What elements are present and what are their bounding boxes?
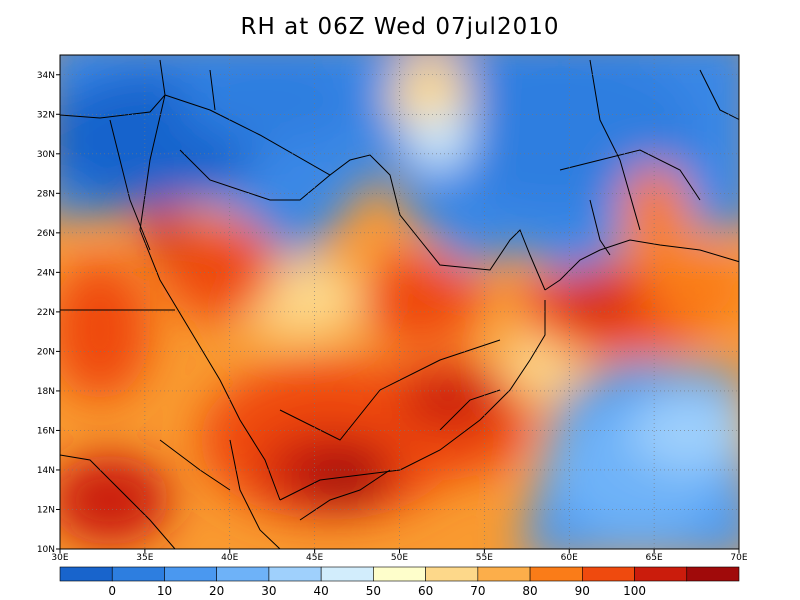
colorbar-label: 60: [418, 584, 433, 598]
colorbar-swatch: [59, 566, 113, 582]
y-axis: 10N 12N 14N 16N 18N 20N 22N 24N 26N 28N 30N 32N 34N: [37, 71, 60, 555]
x-tick-label: 40E: [221, 553, 238, 563]
colorbar-swatch: [268, 566, 322, 582]
x-tick-label: 55E: [476, 553, 493, 563]
colorbar-label: 40: [314, 584, 329, 598]
y-tick-label: 14N: [37, 466, 55, 476]
colorbar-swatch: [686, 566, 740, 582]
y-tick-label: 34N: [37, 71, 55, 81]
y-tick-label: 26N: [37, 229, 55, 239]
colorbar-label: 70: [470, 584, 485, 598]
x-tick-label: 35E: [136, 553, 153, 563]
x-tick-label: 70E: [730, 553, 747, 563]
x-axis: 30E 35E 40E 45E 50E 55E 60E 65E 70E: [51, 549, 748, 563]
colorbar-label: 10: [157, 584, 172, 598]
colorbar: 0 10 20 30 40 50 60 70 80 90 100: [59, 566, 740, 598]
colorbar-swatch: [164, 566, 217, 582]
colorbar-swatch: [634, 566, 688, 582]
colorbar-swatch: [373, 566, 426, 582]
y-tick-label: 18N: [37, 387, 55, 397]
map-area: [60, 55, 739, 549]
colorbar-swatch: [320, 566, 374, 582]
x-tick-label: 30E: [51, 553, 68, 563]
y-tick-label: 22N: [37, 308, 55, 318]
coastlines: [60, 59, 739, 549]
colorbar-swatch: [529, 566, 583, 582]
map-title: RH at 06Z Wed 07jul2010: [240, 14, 560, 40]
colorbar-label: 80: [522, 584, 537, 598]
y-tick-label: 28N: [37, 189, 55, 199]
colorbar-swatch: [582, 566, 635, 582]
colorbar-swatch: [477, 566, 531, 582]
y-tick-label: 24N: [37, 268, 55, 278]
colorbar-label: 90: [575, 584, 590, 598]
colorbar-label: 0: [108, 584, 116, 598]
x-tick-label: 45E: [306, 553, 323, 563]
y-tick-label: 20N: [37, 347, 55, 357]
colorbar-label: 100: [623, 584, 646, 598]
x-tick-label: 65E: [646, 553, 663, 563]
colorbar-label: 20: [209, 584, 224, 598]
colorbar-swatch: [425, 566, 479, 582]
y-tick-label: 30N: [37, 150, 55, 160]
y-tick-label: 12N: [37, 505, 55, 515]
x-tick-label: 50E: [391, 553, 408, 563]
y-tick-label: 10N: [37, 545, 55, 555]
colorbar-label: 50: [366, 584, 381, 598]
y-tick-label: 32N: [37, 110, 55, 120]
colorbar-label: 30: [261, 584, 276, 598]
x-tick-label: 60E: [561, 553, 578, 563]
y-tick-label: 16N: [37, 426, 55, 436]
colorbar-swatch: [111, 566, 165, 582]
colorbar-swatch: [216, 566, 270, 582]
